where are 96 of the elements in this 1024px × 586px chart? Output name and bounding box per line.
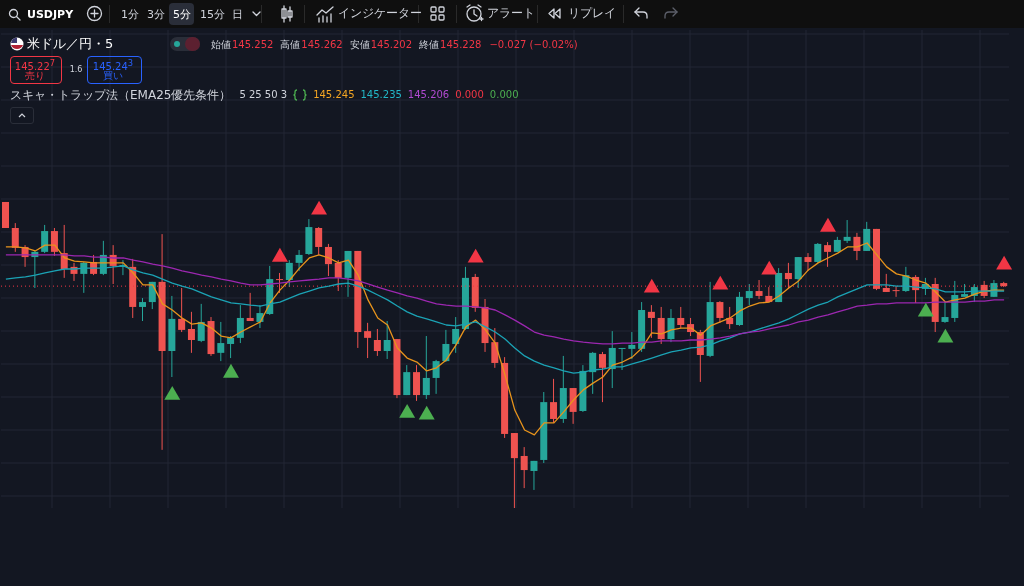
candlestick bbox=[892, 285, 900, 298]
candlestick bbox=[324, 243, 332, 277]
point bbox=[917, 302, 934, 317]
point bbox=[937, 328, 954, 343]
candlestick bbox=[403, 364, 411, 396]
text: 145.245 bbox=[313, 88, 355, 102]
candlestick bbox=[824, 241, 832, 268]
candlestick bbox=[227, 335, 235, 359]
text: 始値 bbox=[211, 38, 231, 52]
text: リプレイ bbox=[568, 6, 616, 20]
candlestick bbox=[295, 249, 303, 272]
text: 145.262 bbox=[301, 38, 343, 52]
candlestick bbox=[628, 331, 636, 360]
text: 145.252 bbox=[232, 38, 274, 52]
candlestick bbox=[814, 242, 822, 264]
candlestick bbox=[804, 252, 812, 272]
candlestick bbox=[285, 259, 293, 288]
candlestick bbox=[618, 347, 626, 371]
candlestick bbox=[187, 311, 195, 354]
candlestick bbox=[550, 378, 558, 424]
point bbox=[311, 200, 328, 215]
text: 5分 bbox=[173, 8, 191, 21]
candlestick bbox=[413, 364, 421, 402]
text: 1分 bbox=[121, 8, 139, 21]
candlestick bbox=[755, 279, 763, 300]
candlestick bbox=[41, 224, 49, 254]
text: 1.6 bbox=[69, 64, 83, 76]
text: アラート bbox=[487, 6, 535, 20]
point bbox=[223, 363, 239, 378]
candlestick bbox=[11, 222, 19, 253]
candlestick bbox=[139, 297, 147, 322]
candlestick bbox=[491, 327, 499, 369]
candlestick bbox=[745, 283, 753, 306]
point bbox=[761, 260, 778, 275]
point bbox=[418, 405, 435, 420]
candlestick bbox=[373, 328, 381, 357]
candlestick bbox=[178, 287, 186, 333]
text: 買い bbox=[103, 70, 123, 82]
candlestick bbox=[422, 335, 430, 400]
candlestick bbox=[863, 221, 871, 252]
candlestick bbox=[442, 329, 450, 363]
candlestick bbox=[784, 262, 792, 290]
candlestick bbox=[794, 256, 802, 289]
text: スキャ・トラップ法（EMA25優先条件） bbox=[10, 88, 232, 102]
candlestick bbox=[569, 387, 577, 425]
candlestick bbox=[364, 322, 372, 359]
text: 売り bbox=[25, 70, 45, 82]
candlestick bbox=[843, 219, 851, 244]
candlestick bbox=[50, 227, 58, 257]
candlestick bbox=[334, 259, 342, 292]
text: 15分 bbox=[200, 8, 225, 21]
candlestick bbox=[589, 351, 597, 395]
candlestick bbox=[246, 292, 254, 322]
candlestick bbox=[657, 306, 665, 345]
point bbox=[996, 255, 1013, 270]
text: 145.206 bbox=[407, 88, 450, 102]
text: 安値 bbox=[349, 38, 370, 52]
point bbox=[271, 247, 288, 262]
text: 145.202 bbox=[370, 38, 413, 52]
candlestick bbox=[236, 304, 244, 344]
candlestick bbox=[598, 351, 606, 403]
chart-title: 米ドル／円・5 bbox=[27, 35, 114, 53]
candlestick bbox=[452, 316, 460, 354]
text: 0.000 bbox=[489, 88, 519, 102]
text: 145.24$^{3}$ bbox=[92, 57, 134, 73]
candlestick bbox=[941, 301, 949, 324]
candlestick bbox=[530, 460, 538, 491]
candlestick bbox=[432, 359, 440, 395]
candlestick bbox=[197, 303, 205, 343]
point bbox=[164, 385, 181, 400]
text: 終値 bbox=[419, 38, 440, 52]
text: 3分 bbox=[147, 8, 165, 21]
candlestick bbox=[677, 306, 685, 329]
candlestick bbox=[383, 320, 391, 360]
point bbox=[712, 275, 729, 290]
point bbox=[467, 248, 484, 263]
text: USDJPY bbox=[27, 8, 74, 21]
text: 145.228 bbox=[440, 38, 482, 52]
text: 日 bbox=[232, 8, 243, 21]
candlestick bbox=[882, 273, 890, 293]
text: −0.027 (−0.02%) bbox=[489, 38, 578, 52]
candlestick bbox=[315, 226, 323, 256]
candlestick bbox=[667, 308, 675, 343]
point bbox=[819, 217, 836, 232]
text: 5 25 50 3 bbox=[239, 88, 288, 102]
text: 高値 bbox=[280, 38, 301, 52]
candlestick bbox=[647, 304, 655, 339]
point bbox=[643, 278, 660, 293]
candlestick bbox=[520, 446, 528, 489]
text: 0.000 bbox=[455, 88, 484, 102]
candlestick bbox=[217, 321, 225, 362]
text: インジケーター bbox=[338, 6, 422, 20]
text: 145.235 bbox=[360, 88, 402, 102]
point bbox=[399, 403, 416, 418]
candlestick bbox=[716, 300, 724, 324]
candlestick bbox=[276, 272, 284, 294]
